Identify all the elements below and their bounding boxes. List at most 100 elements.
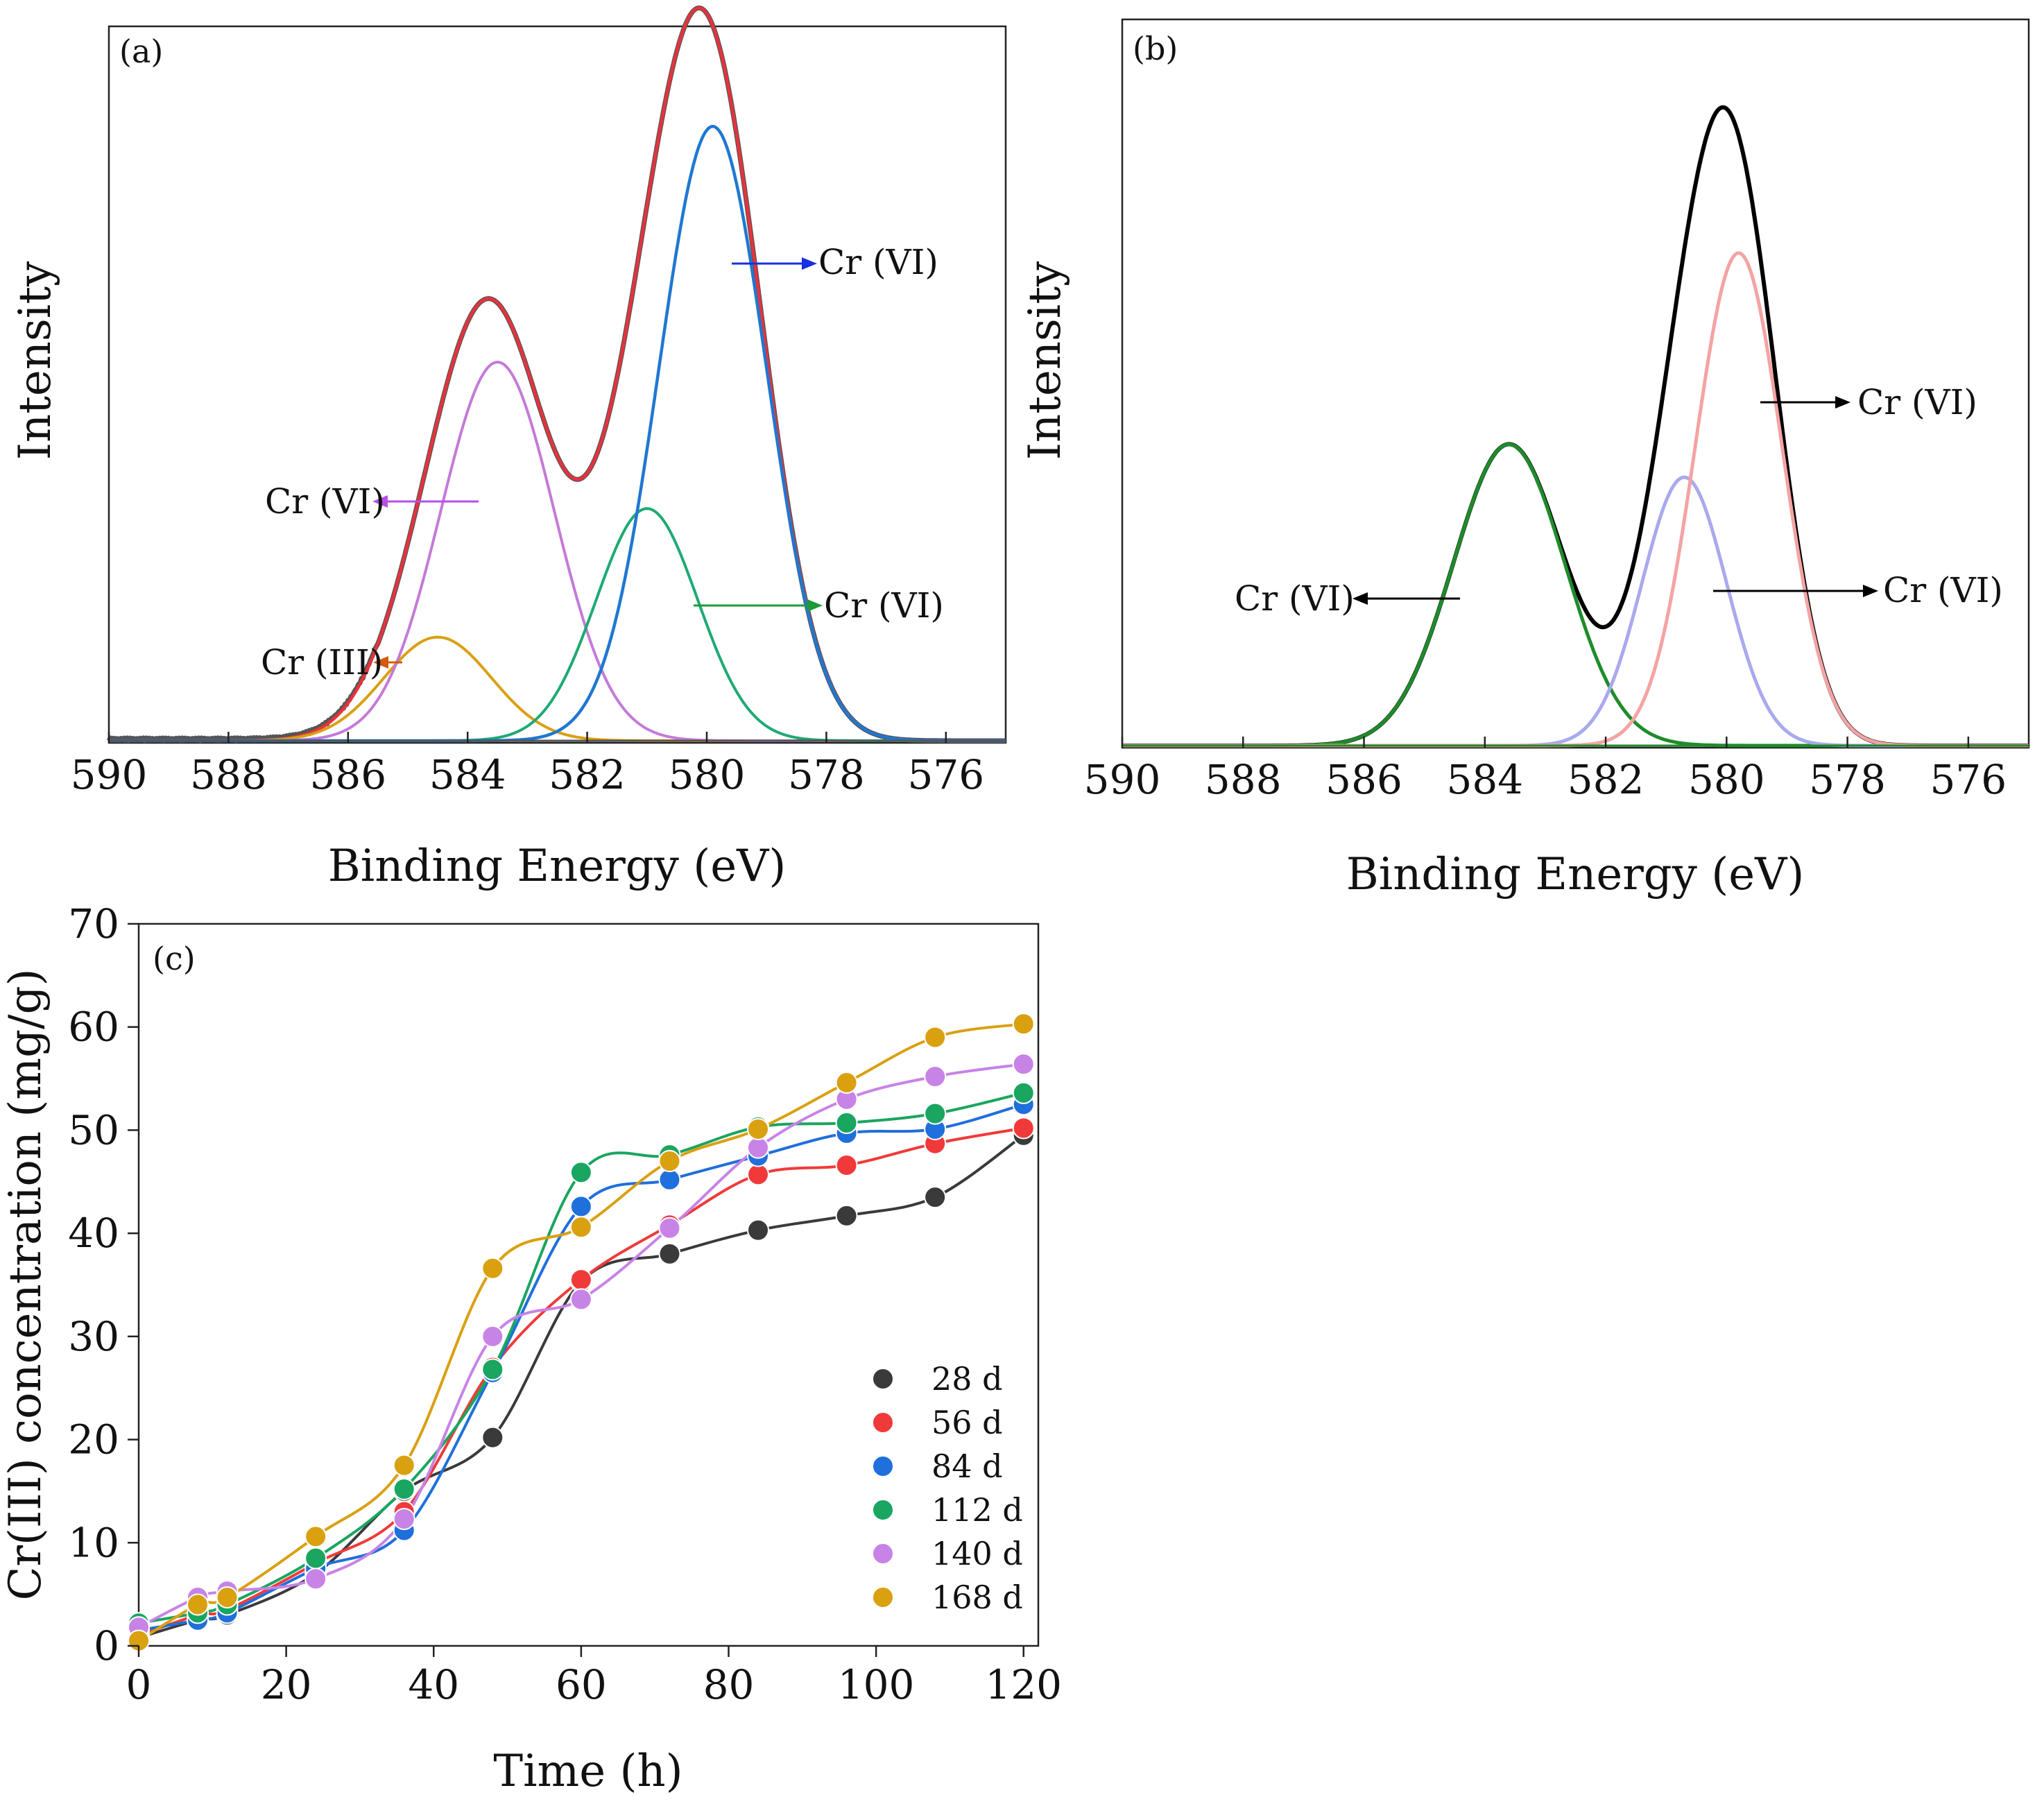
data-point-168d	[393, 1454, 415, 1477]
data-point-28d	[481, 1426, 504, 1449]
panel-a-curve-cr-vi-583-5	[109, 361, 1006, 742]
panel-c-x-axis-title: Time (h)	[493, 1746, 682, 1797]
panel-a-x-tick-label: 588	[190, 751, 267, 798]
panel-c-concentration-chart: (c) 0 20 40 60 80 100 120 0 10 20 30 40 50 60 70 28 d…	[0, 900, 1062, 1797]
panel-a-x-tick-label: 578	[788, 751, 865, 798]
data-point-140d	[393, 1508, 415, 1531]
panel-c-x-tick-label: 100	[838, 1661, 915, 1708]
panel-b-x-tick-label: 584	[1446, 756, 1523, 803]
panel-a-x-axis-title: Binding Energy (eV)	[328, 841, 787, 892]
panel-c-y-tick-label: 50	[68, 1106, 119, 1153]
panel-c-y-tick-label: 60	[68, 1004, 119, 1051]
data-point-112d	[569, 1161, 592, 1184]
panel-a-x-tick-label: 584	[429, 751, 506, 798]
data-point-112d	[393, 1477, 415, 1500]
panel-b-annotation-label: Cr (VI)	[1883, 570, 2003, 610]
panel-a-x-tick-label: 582	[549, 751, 626, 798]
legend-marker	[872, 1368, 894, 1390]
legend-marker	[872, 1499, 894, 1521]
panel-a-plot-frame	[108, 25, 1007, 744]
data-point-112d	[481, 1358, 504, 1381]
legend-marker	[872, 1543, 894, 1565]
fit-curve-140d	[138, 1063, 1024, 1629]
panel-b-curve-cr-vi-579-8	[1122, 251, 2029, 748]
panel-b-x-tick-label: 582	[1568, 756, 1644, 803]
data-point-28d	[658, 1242, 681, 1265]
panel-b-x-axis-title: Binding Energy (eV)	[1346, 849, 1805, 900]
data-point-28d	[835, 1204, 858, 1227]
panel-b-x-tick-label: 580	[1688, 756, 1765, 803]
panel-b-arrow-head	[1835, 396, 1850, 409]
panel-c-x-tick-label: 60	[556, 1661, 607, 1708]
panel-a-arrow-head	[372, 495, 388, 508]
panel-b-plot-frame	[1121, 18, 2030, 749]
panel-b-annotation-cr-vi-right-bottom: Cr (VI)	[1713, 570, 2003, 610]
panel-b-annotation-label: Cr (VI)	[1857, 382, 1977, 422]
panel-b-arrow-head	[1863, 585, 1878, 597]
panel-a-annotation-cr-vi-green: Cr (VI)	[694, 585, 944, 626]
panel-c-data-points	[128, 1013, 1035, 1652]
panel-b-annotation-cr-vi-left: Cr (VI)	[1235, 578, 1460, 619]
data-point-168d	[658, 1150, 681, 1173]
data-point-140d	[569, 1288, 592, 1311]
legend-label: 168 d	[931, 1579, 1023, 1616]
data-point-140d	[304, 1567, 327, 1590]
panel-a-label: (a)	[119, 33, 163, 70]
legend-marker	[872, 1455, 894, 1477]
panel-a-curve-cr-iii-	[109, 635, 1006, 742]
data-point-168d	[569, 1216, 592, 1239]
panel-a-annotation-label: Cr (III)	[261, 642, 383, 682]
data-point-168d	[835, 1072, 858, 1094]
data-point-56d	[569, 1269, 592, 1291]
data-point-140d	[924, 1065, 947, 1088]
data-point-140d	[1012, 1053, 1035, 1076]
data-point-168d	[747, 1117, 770, 1140]
data-point-112d	[924, 1102, 947, 1125]
panel-a-curve-envelope-fit	[108, 6, 1006, 743]
legend-label: 84 d	[931, 1448, 1003, 1485]
legend-marker	[872, 1586, 894, 1608]
panel-a-x-tick-label: 576	[907, 751, 984, 798]
panel-a-curves	[106, 5, 1007, 744]
panel-a-arrow-head	[373, 656, 388, 669]
panel-a-xps-spectrum: (a) 590 588 586 584 582 580 578 576 Binding Ene…	[10, 5, 1007, 892]
panel-b-y-axis-title: Intensity	[1020, 261, 1071, 461]
data-point-168d	[1012, 1013, 1035, 1036]
panel-c-plot-frame	[137, 922, 1040, 1647]
panel-c-x-ticks: 0 20 40 60 80 100 120	[126, 1646, 1062, 1708]
panel-b-label: (b)	[1133, 30, 1178, 67]
panel-b-curve-envelope-fit	[1122, 105, 2029, 748]
data-point-56d	[1012, 1117, 1035, 1140]
panel-a-annotation-label: Cr (VI)	[824, 585, 944, 626]
panel-a-curve-raw-data	[106, 5, 1007, 744]
panel-b-arrow-head	[1352, 592, 1368, 605]
data-point-140d	[481, 1325, 504, 1348]
panel-a-arrow-head	[802, 257, 817, 270]
panel-a-x-tick-label: 590	[71, 751, 148, 798]
panel-b-x-tick-label: 590	[1084, 756, 1161, 803]
panel-c-legend: 28 d 56 d 84 d 112 d 140 d 168 d	[872, 1360, 1023, 1616]
data-point-28d	[924, 1186, 947, 1209]
panel-c-y-ticks: 0 10 20 30 40 50 60 70	[68, 900, 139, 1669]
panel-a-y-axis-title: Intensity	[10, 261, 61, 461]
legend-marker	[872, 1411, 894, 1434]
data-point-28d	[747, 1219, 770, 1242]
panel-c-x-tick-label: 40	[408, 1661, 459, 1708]
panel-c-x-tick-label: 120	[985, 1661, 1062, 1708]
panel-b-x-tick-label: 586	[1325, 756, 1402, 803]
panel-b-curves	[1122, 105, 2029, 748]
panel-b-x-ticks: 590 588 586 584 582 580 578 576	[1084, 737, 2007, 803]
panel-c-label: (c)	[153, 940, 196, 977]
panel-c-x-tick-label: 80	[703, 1661, 755, 1708]
panel-c-y-tick-label: 70	[68, 900, 119, 947]
panel-b-annotation-label: Cr (VI)	[1235, 578, 1355, 619]
data-point-112d	[1012, 1081, 1035, 1104]
panel-c-y-tick-label: 30	[68, 1313, 119, 1360]
panel-a-annotation-cr-vi-purple: Cr (VI)	[265, 481, 479, 522]
panel-b-x-tick-label: 576	[1930, 756, 2007, 803]
panel-a-x-tick-label: 580	[669, 751, 746, 798]
data-point-112d	[835, 1112, 858, 1135]
panel-a-annotation-label: Cr (VI)	[265, 481, 385, 522]
panel-c-x-tick-label: 20	[261, 1661, 312, 1708]
